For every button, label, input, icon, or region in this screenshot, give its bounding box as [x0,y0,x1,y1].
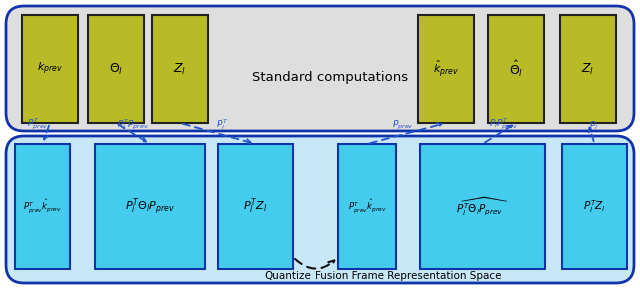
Text: $P^T_{prev}\hat{k}_{prev}$: $P^T_{prev}\hat{k}_{prev}$ [23,198,62,215]
Text: Quantize: Quantize [264,271,312,281]
Text: $Z_l$: $Z_l$ [581,61,595,77]
Text: $k_{prev}$: $k_{prev}$ [37,61,63,77]
Bar [218,144,293,269]
Bar [338,144,396,269]
Text: $P_l^T\Theta_l P_{prev}$: $P_l^T\Theta_l P_{prev}$ [125,196,175,217]
Bar [95,144,205,269]
Bar [560,15,616,123]
Text: $P_l^T P_{prev}$: $P_l^T P_{prev}$ [117,117,149,132]
Text: $\hat{\Theta}_l$: $\hat{\Theta}_l$ [509,59,523,79]
Text: Fusion Frame Representation Space: Fusion Frame Representation Space [315,271,501,281]
Bar [488,15,544,123]
Text: $Z_l$: $Z_l$ [173,61,187,77]
Text: $P_l^T$: $P_l^T$ [216,117,228,132]
Text: $P_l^T Z_l$: $P_l^T Z_l$ [583,198,606,215]
Text: $P^T_{prev}\hat{k}_{prev}$: $P^T_{prev}\hat{k}_{prev}$ [348,198,387,215]
Text: Standard computations: Standard computations [252,72,408,84]
Bar [420,144,545,269]
Bar [15,144,70,269]
Text: $P_l P^T_{prev}$: $P_l P^T_{prev}$ [489,116,518,132]
Text: $P_l^T Z_l$: $P_l^T Z_l$ [243,197,268,216]
Bar [22,15,78,123]
Text: $\widehat{P_l^T\Theta_l P_{prev}}$: $\widehat{P_l^T\Theta_l P_{prev}}$ [456,195,509,218]
Bar [88,15,144,123]
Text: $\hat{k}_{prev}$: $\hat{k}_{prev}$ [433,58,459,79]
Text: $P^T_{prev}$: $P^T_{prev}$ [28,116,49,132]
Text: $P_l$: $P_l$ [589,119,598,132]
Bar [418,15,474,123]
FancyBboxPatch shape [6,6,634,131]
Text: $P_{prev}$: $P_{prev}$ [392,118,413,132]
Bar [152,15,208,123]
Bar [562,144,627,269]
Text: $\Theta_l$: $\Theta_l$ [109,61,123,77]
FancyBboxPatch shape [6,136,634,283]
